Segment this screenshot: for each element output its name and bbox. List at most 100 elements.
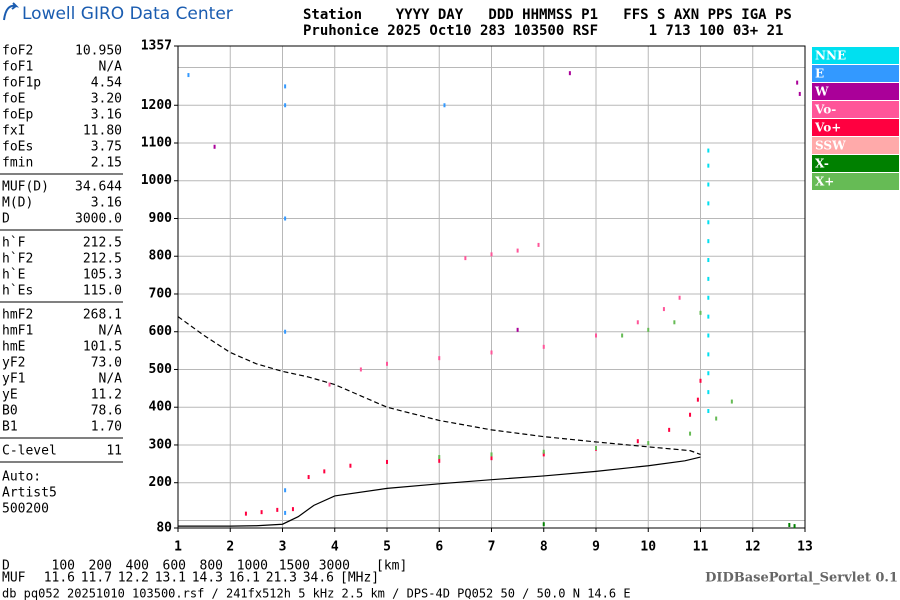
param-value: 212.5 <box>83 236 122 251</box>
param-name: foE <box>2 92 25 107</box>
x-tick-label: 9 <box>592 540 600 555</box>
y-tick-label: 700 <box>149 286 173 301</box>
echo-point <box>788 522 791 527</box>
y-tick-label: 300 <box>149 437 173 452</box>
row-value: 13.1 <box>155 571 186 586</box>
param-name: D <box>2 212 10 227</box>
profile-line <box>177 316 701 455</box>
echo-point <box>715 416 718 421</box>
param-name: hmF1 <box>2 324 33 339</box>
echo-point <box>284 488 287 493</box>
param-value: N/A <box>99 372 123 387</box>
row-value: 21.3 <box>266 571 297 586</box>
echo-point <box>796 80 799 85</box>
param-value: 11.2 <box>91 388 122 403</box>
legend-label: SSW <box>815 139 846 153</box>
row-unit: [MHz] <box>340 571 379 586</box>
param-name: foEs <box>2 140 33 155</box>
echo-point <box>516 248 519 253</box>
echo-point <box>707 295 710 300</box>
x-tick-label: 11 <box>693 540 709 555</box>
param-value: 1.70 <box>91 420 122 435</box>
echo-point <box>542 449 545 454</box>
echo-point <box>689 412 692 417</box>
echo-point <box>621 333 624 338</box>
logo <box>3 2 20 21</box>
legend-label: Vo+ <box>814 121 841 135</box>
row-value: 12.2 <box>118 571 149 586</box>
legend-swatch <box>812 101 899 118</box>
param-name: foF1p <box>2 76 41 91</box>
legend-swatch <box>812 47 899 64</box>
legend-swatch <box>812 173 899 190</box>
echo-point <box>678 295 681 300</box>
legend-label: Vo- <box>814 103 836 117</box>
param-name: yE <box>2 388 18 403</box>
echo-point <box>537 242 540 247</box>
servlet-label: DIDBasePortal_Servlet 0.1 <box>705 571 898 586</box>
auto-line: Auto: <box>2 470 41 485</box>
footer: db pq052 20251010 103500.rsf / 241fx512h… <box>2 587 631 600</box>
param-value: 10.950 <box>75 44 122 59</box>
y-tick-label: 1100 <box>141 136 172 151</box>
echo-point <box>490 252 493 257</box>
echo-point <box>542 522 545 527</box>
param-name: h`Es <box>2 284 33 299</box>
legend-swatch <box>812 119 899 136</box>
param-name: h`F <box>2 236 26 251</box>
param-name: C-level <box>2 444 57 459</box>
param-name: hmE <box>2 340 25 355</box>
x-tick-label: 12 <box>745 540 761 555</box>
y-tick-label: 600 <box>149 324 173 339</box>
param-value: 11 <box>106 444 122 459</box>
row-value: 11.7 <box>81 571 112 586</box>
header-line: Pruhonice 2025 Oct10 283 103500 RSF 1 71… <box>303 23 783 39</box>
param-value: 2.15 <box>91 156 122 171</box>
echo-point <box>595 333 597 338</box>
echo-point <box>798 91 801 96</box>
legend-label: X- <box>815 157 829 171</box>
echo-point <box>213 144 216 149</box>
param-name: M(D) <box>2 196 33 211</box>
row-value: 400 <box>126 559 149 574</box>
echo-point <box>284 329 287 334</box>
param-name: B0 <box>2 404 18 419</box>
param-name: fxI <box>2 124 25 139</box>
echo-point <box>568 71 571 76</box>
row-value: 16.1 <box>229 571 260 586</box>
site-title: Lowell GIRO Data Center <box>22 4 233 24</box>
auto-line: 500200 <box>2 502 49 517</box>
legend-swatch <box>812 65 899 82</box>
y-tick-label: 800 <box>149 249 173 264</box>
y-tick-label: 1357 <box>141 39 172 54</box>
echo-point <box>438 458 441 463</box>
echo-point <box>542 452 545 457</box>
y-tick-label: 900 <box>149 211 173 226</box>
param-value: 115.0 <box>83 284 122 299</box>
echo-point <box>386 459 388 464</box>
legend-label: NNE <box>815 49 846 63</box>
y-tick-label: 400 <box>149 400 173 415</box>
echo-point <box>699 378 702 383</box>
echo-point <box>673 320 676 325</box>
param-value: 212.5 <box>83 252 122 267</box>
param-value: 268.1 <box>83 308 122 323</box>
legend-label: W <box>814 85 829 99</box>
param-value: 3.20 <box>91 92 122 107</box>
echo-point <box>689 431 692 436</box>
echo-point <box>187 73 190 78</box>
y-tick-label: 1200 <box>141 98 172 113</box>
echo-point <box>707 148 710 153</box>
echo-point <box>647 327 650 332</box>
param-value: 78.6 <box>91 404 122 419</box>
param-value: 4.54 <box>91 76 122 91</box>
row-value: 34.6 <box>303 571 334 586</box>
echo-point <box>516 327 519 332</box>
auto-line: Artist5 <box>2 486 57 501</box>
echo-point <box>668 427 671 432</box>
echo-point <box>595 445 597 450</box>
x-tick-label: 7 <box>488 540 496 555</box>
echo-point <box>359 367 362 372</box>
header-line: Station YYYY DAY DDD HHMMSS P1 FFS S AXN… <box>303 7 792 23</box>
param-name: foF1 <box>2 60 33 75</box>
